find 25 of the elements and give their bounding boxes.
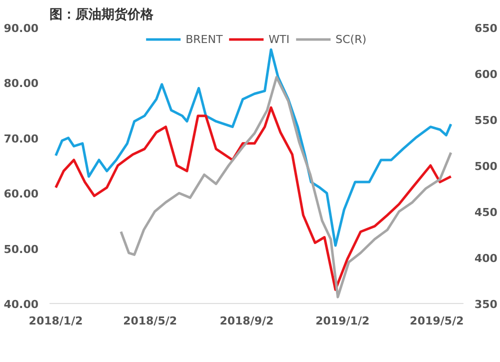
y2-tick-label: 450	[474, 206, 498, 219]
x-tick-label: 2018/5/2	[123, 314, 178, 328]
y-tick-label: 50.00	[4, 242, 39, 256]
y-tick-label: 80.00	[4, 77, 39, 90]
line-series	[120, 76, 452, 298]
y2-tick-label: 600	[474, 68, 498, 81]
y-tick-label: 40.00	[4, 298, 39, 311]
legend-label: SC(R)	[336, 32, 366, 46]
y-tick-label: 70.00	[4, 132, 39, 146]
y2-tick-label: 350	[474, 298, 498, 311]
y2-tick-label: 400	[474, 252, 498, 265]
y-tick-label: 90.00	[4, 22, 39, 35]
chart-title: 图：原油期货价格	[50, 6, 154, 22]
legend-label: BRENT	[186, 32, 223, 46]
y2-tick-label: 500	[474, 160, 498, 173]
x-tick-label: 2019/1/2	[316, 314, 370, 328]
legend-label: WTI	[268, 32, 290, 46]
y2-tick-label: 650	[474, 22, 498, 35]
y2-tick-label: 550	[474, 114, 498, 127]
y-tick-label: 60.00	[4, 188, 39, 201]
line-series	[54, 106, 452, 291]
x-tick-label: 2019/5/2	[410, 314, 464, 328]
x-tick-label: 2018/1/2	[28, 314, 83, 328]
line-series	[54, 48, 452, 247]
x-tick-label: 2018/9/2	[220, 314, 274, 328]
